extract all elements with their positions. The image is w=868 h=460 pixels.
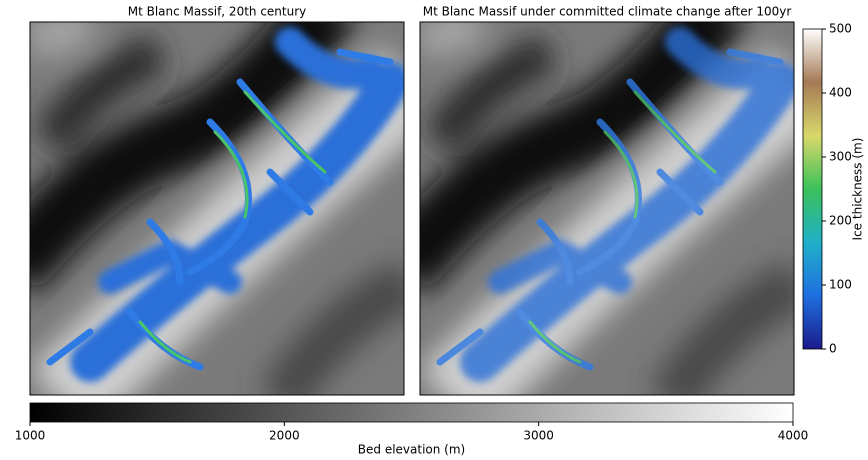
map-title: Mt Blanc Massif, 20th century bbox=[128, 5, 307, 19]
colorbar-label: Bed elevation (m) bbox=[358, 443, 465, 457]
tick-label: 200 bbox=[829, 214, 852, 228]
colorbar bbox=[803, 29, 822, 349]
tick-label: 2000 bbox=[269, 429, 300, 443]
tick-label: 0 bbox=[829, 342, 837, 356]
colorbar-label: Ice thickness (m) bbox=[851, 138, 865, 241]
tick-label: 3000 bbox=[523, 429, 554, 443]
tick-label: 4000 bbox=[778, 429, 809, 443]
tick-label: 300 bbox=[829, 150, 852, 164]
tick-label: 400 bbox=[829, 86, 852, 100]
tick-label: 500 bbox=[829, 22, 852, 36]
map-panel bbox=[10, 2, 410, 402]
tick-label: 100 bbox=[829, 278, 852, 292]
tick-label: 1000 bbox=[15, 429, 46, 443]
map-panel bbox=[400, 2, 800, 402]
figure: Mt Blanc Massif, 20th century Mt Blanc Ma… bbox=[0, 0, 868, 456]
colorbar bbox=[30, 403, 793, 422]
map-title: Mt Blanc Massif under committed climate … bbox=[423, 5, 792, 19]
